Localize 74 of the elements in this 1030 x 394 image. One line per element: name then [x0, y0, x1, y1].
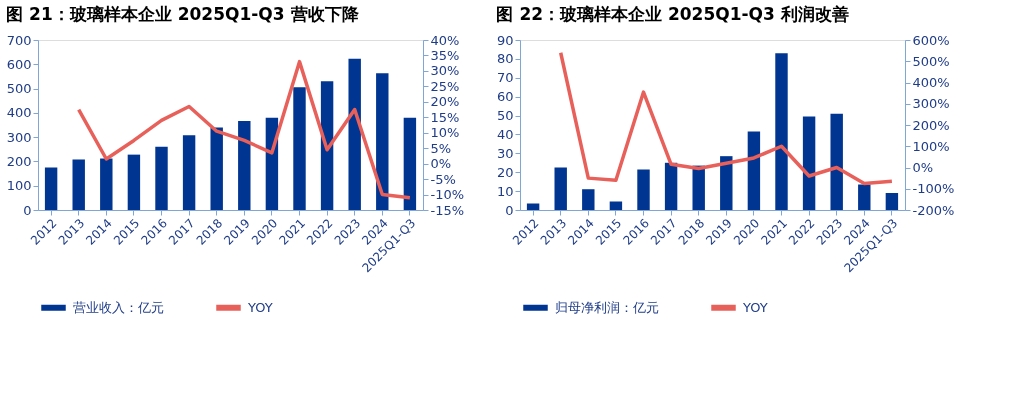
y2-tick-label: 0%: [912, 160, 934, 175]
bar: [720, 156, 733, 210]
bar: [376, 73, 389, 210]
y-tick-label: 50: [496, 108, 514, 124]
line-series: [76, 59, 412, 200]
y2-tick-label: 20%: [430, 94, 460, 110]
bar: [182, 135, 196, 210]
y-tick-label: 200: [6, 153, 32, 169]
y-tick-label: 700: [6, 32, 32, 48]
bar: [609, 201, 623, 210]
bar: [858, 184, 871, 210]
y-tick-label: 60: [496, 89, 514, 105]
bar: [44, 167, 58, 210]
y2-tick-label: 5%: [430, 140, 452, 156]
legend-label: 归母净利润：亿元: [555, 299, 659, 315]
bar: [830, 113, 843, 210]
bar: [293, 87, 306, 210]
y2-tick-label: -100%: [912, 181, 955, 197]
bar: [885, 193, 899, 210]
y-tick-label: 80: [496, 51, 514, 67]
bar: [320, 81, 334, 210]
bar: [127, 154, 141, 210]
bar: [155, 146, 168, 210]
bar: [692, 165, 705, 210]
y2-tick-label: -5%: [430, 171, 456, 187]
legend-label: YOY: [742, 299, 768, 315]
y2-tick-label: 400%: [912, 75, 950, 90]
y-tick-label: 600: [6, 56, 32, 72]
bar: [72, 159, 85, 210]
y2-tick-label: -200%: [912, 202, 955, 218]
bar: [582, 189, 595, 210]
bar: [100, 158, 113, 210]
bar: [348, 58, 361, 210]
bar: [238, 121, 251, 210]
bar: [637, 169, 650, 210]
y2-tick-label: -15%: [430, 202, 465, 218]
y2-tick-label: 200%: [912, 117, 950, 133]
legend-label: 营业收入：亿元: [73, 299, 164, 315]
bar: [775, 53, 788, 210]
bar: [554, 167, 567, 210]
y-tick-label: 0: [23, 202, 32, 218]
y2-tick-label: 40%: [430, 32, 460, 48]
legend-label: YOY: [247, 299, 273, 315]
bar: [403, 117, 417, 210]
y-tick-label: 0: [505, 202, 514, 218]
y2-tick-label: 100%: [912, 138, 950, 154]
y-tick-label: 10: [496, 183, 514, 199]
y-tick-label: 300: [6, 129, 32, 145]
y-tick-label: 70: [496, 70, 514, 86]
y-tick-label: 500: [6, 81, 32, 97]
y2-tick-label: 600%: [912, 32, 950, 48]
bar: [747, 131, 761, 210]
y2-tick-label: 15%: [430, 109, 460, 125]
y-tick-label: 400: [6, 105, 32, 121]
chart-title: 图 22：玻璃样本企业 2025Q1-Q3 利润改善: [496, 4, 849, 24]
y2-tick-label: -10%: [430, 187, 465, 203]
y-tick-label: 90: [496, 32, 514, 48]
y2-tick-label: 0%: [430, 156, 452, 172]
y-tick-label: 100: [6, 178, 32, 194]
y-tick-label: 30: [496, 145, 514, 161]
y2-tick-label: 35%: [430, 47, 460, 63]
y2-tick-label: 300%: [912, 96, 950, 112]
chart-title: 图 21：玻璃样本企业 2025Q1-Q3 营收下降: [6, 4, 360, 24]
y2-tick-label: 25%: [430, 78, 460, 94]
y2-tick-label: 10%: [430, 125, 460, 141]
bar: [802, 116, 816, 210]
y-tick-label: 40: [496, 126, 514, 142]
y-tick-label: 20: [496, 164, 514, 180]
bar: [526, 203, 540, 210]
bar: [210, 127, 223, 210]
bar: [664, 162, 678, 210]
y2-tick-label: 30%: [430, 63, 460, 79]
line-series: [558, 51, 894, 186]
y2-tick-label: 500%: [912, 53, 950, 69]
